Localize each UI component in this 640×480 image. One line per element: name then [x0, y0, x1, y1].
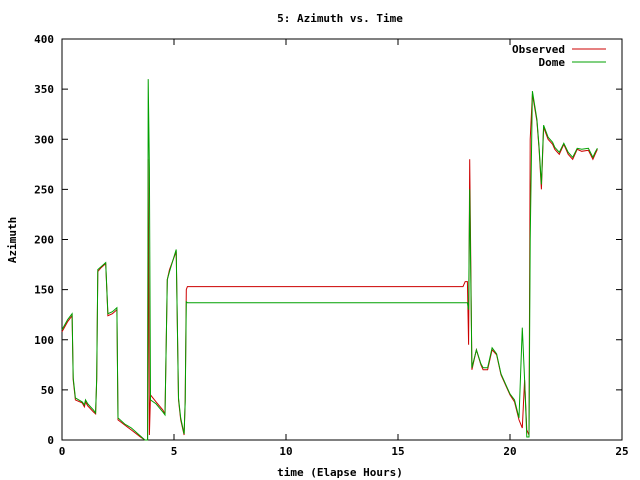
series-line-observed	[61, 94, 598, 441]
chart-title: 5: Azimuth vs. Time	[277, 12, 403, 25]
x-axis-label: time (Elapse Hours)	[277, 466, 403, 479]
series-layer	[61, 79, 598, 441]
y-axis-label: Azimuth	[6, 217, 19, 263]
x-tick-label: 10	[279, 445, 292, 458]
x-tick-label: 15	[391, 445, 404, 458]
y-tick-label: 400	[34, 33, 54, 46]
plot-frame	[61, 38, 623, 441]
y-tick-label: 300	[34, 133, 54, 146]
y-tick-label: 150	[34, 284, 54, 297]
x-tick-label: 20	[503, 445, 516, 458]
legend-label-observed: Observed	[512, 43, 565, 56]
y-tick-label: 100	[34, 334, 54, 347]
series-line-dome	[61, 79, 598, 441]
y-tick-label: 50	[41, 384, 54, 397]
x-tick-label: 25	[615, 445, 628, 458]
y-tick-label: 250	[34, 183, 54, 196]
x-tick-label: 0	[59, 445, 66, 458]
legend-label-dome: Dome	[539, 56, 566, 69]
y-tick-label: 350	[34, 83, 54, 96]
x-tick-label: 5	[171, 445, 178, 458]
y-tick-label: 200	[34, 234, 54, 247]
y-tick-label: 0	[47, 434, 54, 447]
